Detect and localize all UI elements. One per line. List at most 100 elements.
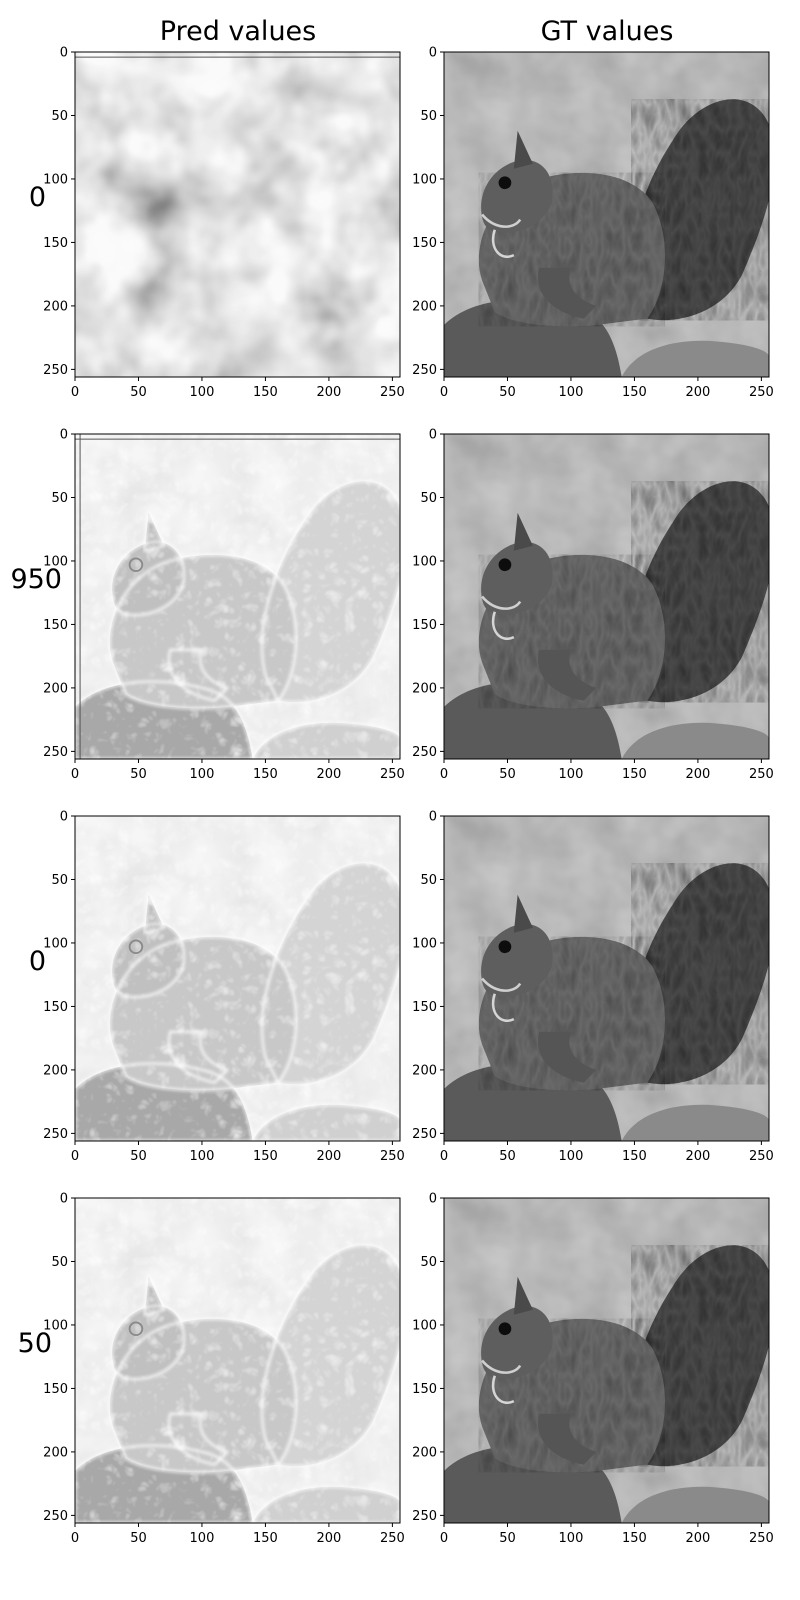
x-tick-label: 100 [559, 767, 584, 782]
y-tick-label: 200 [43, 1445, 68, 1460]
y-tick-label: 200 [412, 1063, 437, 1078]
y-tick-label: 50 [51, 109, 68, 124]
x-tick-label: 100 [559, 1531, 584, 1546]
axes-frame [443, 1197, 770, 1524]
x-tick-label: 0 [71, 767, 79, 782]
panel-image-0-0 [75, 52, 400, 377]
x-tick-label: 200 [316, 1531, 341, 1546]
x-tick-label: 0 [71, 1531, 79, 1546]
y-tick-label: 0 [60, 810, 68, 825]
y-tick-label: 0 [60, 46, 68, 61]
panel-image-3-0 [75, 1198, 400, 1523]
axes-frame [74, 1197, 401, 1524]
x-tick-label: 250 [380, 385, 405, 400]
y-tick-label: 250 [412, 745, 437, 760]
y-tick-label: 150 [43, 1382, 68, 1397]
x-tick-label: 200 [316, 767, 341, 782]
row-label-2: 950 [10, 564, 62, 595]
y-tick-label: 200 [43, 681, 68, 696]
y-tick-label: 200 [412, 299, 437, 314]
row-label-1: 0 [28, 182, 46, 213]
panel-image-1-0 [75, 434, 400, 759]
axes-frame [443, 815, 770, 1142]
y-tick-label: 250 [412, 1509, 437, 1524]
x-tick-label: 250 [380, 1531, 405, 1546]
panel-image-3-1 [444, 1198, 769, 1523]
x-tick-label: 250 [749, 385, 774, 400]
panel-image-1-1 [444, 434, 769, 759]
x-tick-label: 250 [749, 1149, 774, 1164]
y-tick-label: 50 [420, 109, 437, 124]
panel-image-2-0 [75, 816, 400, 1141]
x-tick-label: 50 [499, 1149, 516, 1164]
y-tick-label: 100 [412, 1318, 437, 1333]
y-tick-label: 0 [60, 428, 68, 443]
x-tick-label: 100 [559, 385, 584, 400]
x-tick-label: 150 [253, 767, 278, 782]
x-tick-label: 150 [622, 1149, 647, 1164]
x-tick-label: 100 [190, 385, 215, 400]
x-tick-label: 250 [749, 767, 774, 782]
y-tick-label: 150 [412, 618, 437, 633]
axes-frame [74, 815, 401, 1142]
x-tick-label: 0 [440, 767, 448, 782]
x-tick-label: 50 [130, 385, 147, 400]
y-tick-label: 50 [420, 1255, 437, 1270]
x-tick-label: 200 [685, 385, 710, 400]
x-tick-label: 50 [130, 1531, 147, 1546]
x-tick-label: 50 [499, 767, 516, 782]
y-tick-label: 50 [51, 873, 68, 888]
y-tick-label: 250 [43, 745, 68, 760]
panel-image-2-1 [444, 816, 769, 1141]
x-tick-label: 100 [190, 1149, 215, 1164]
y-tick-label: 100 [412, 554, 437, 569]
y-tick-label: 0 [60, 1192, 68, 1207]
row-label-4: 50 [17, 1328, 52, 1359]
y-tick-label: 200 [412, 681, 437, 696]
axes-frame [74, 51, 401, 378]
y-tick-label: 200 [43, 1063, 68, 1078]
x-tick-label: 0 [71, 1149, 79, 1164]
x-tick-label: 0 [440, 1149, 448, 1164]
x-tick-label: 0 [440, 385, 448, 400]
y-tick-label: 0 [429, 46, 437, 61]
y-tick-label: 100 [412, 172, 437, 187]
y-tick-label: 200 [412, 1445, 437, 1460]
column-title-gt: GT values [540, 16, 674, 47]
x-tick-label: 50 [499, 1531, 516, 1546]
x-tick-label: 250 [380, 1149, 405, 1164]
row-label-3: 0 [28, 946, 46, 977]
y-tick-label: 150 [412, 1000, 437, 1015]
y-tick-label: 100 [412, 936, 437, 951]
x-tick-label: 100 [190, 1531, 215, 1546]
y-tick-label: 250 [43, 1509, 68, 1524]
y-tick-label: 250 [43, 1127, 68, 1142]
x-tick-label: 0 [71, 385, 79, 400]
y-tick-label: 50 [420, 873, 437, 888]
y-tick-label: 0 [429, 428, 437, 443]
x-tick-label: 150 [622, 767, 647, 782]
x-tick-label: 150 [253, 385, 278, 400]
x-tick-label: 50 [130, 1149, 147, 1164]
x-tick-label: 200 [316, 385, 341, 400]
y-tick-label: 150 [412, 1382, 437, 1397]
y-tick-label: 100 [43, 1318, 68, 1333]
x-tick-label: 200 [316, 1149, 341, 1164]
axes-frame [74, 433, 401, 760]
y-tick-label: 100 [43, 172, 68, 187]
y-tick-label: 150 [43, 236, 68, 251]
y-tick-label: 50 [51, 491, 68, 506]
y-tick-label: 200 [43, 299, 68, 314]
x-tick-label: 0 [440, 1531, 448, 1546]
x-tick-label: 250 [380, 767, 405, 782]
x-tick-label: 50 [499, 385, 516, 400]
axes-frame [443, 51, 770, 378]
x-tick-label: 200 [685, 1149, 710, 1164]
